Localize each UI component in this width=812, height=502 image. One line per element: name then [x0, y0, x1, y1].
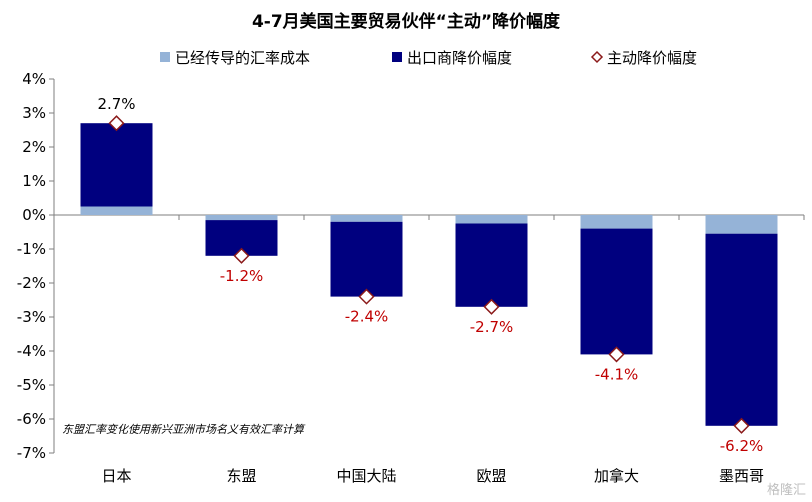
diamond-markers [108, 115, 750, 434]
diamond-marker [358, 288, 375, 305]
category-label: 东盟 [226, 467, 256, 485]
x-axis-categories: 日本 东盟 中国大陆 欧盟 加拿大 墨西哥 [101, 467, 764, 485]
legend-swatch [160, 52, 170, 62]
data-label: -4.1% [595, 365, 639, 383]
category-label: 墨西哥 [719, 467, 764, 485]
y-tick-label: 2% [22, 138, 46, 156]
data-label: 2.7% [97, 95, 135, 113]
data-label: -2.7% [470, 318, 514, 336]
y-tick-label: 3% [22, 104, 46, 122]
y-tick-label: 4% [22, 70, 46, 88]
diamond-marker [483, 298, 500, 315]
diamond-marker [733, 417, 750, 434]
bar-exporter-cut [330, 221, 403, 297]
data-labels: 2.7% -1.2% -2.4% -2.7% -4.1% -6.2% [97, 95, 763, 455]
diamond-marker [608, 346, 625, 363]
data-label: -2.4% [345, 308, 389, 326]
legend-diamond-swatch [590, 50, 604, 64]
y-tick-label: -6% [17, 410, 46, 428]
bar-fx-cost [205, 215, 278, 221]
legend-entry: 主动降价幅度 [607, 49, 697, 67]
y-tick-label: -3% [17, 308, 46, 326]
y-axis: 4% 3% 2% 1% 0% -1% -2% -3% -4% -5% -6% -7% [17, 70, 805, 462]
bar-fx-cost [705, 215, 778, 234]
y-tick-label: 1% [22, 172, 46, 190]
y-tick-label: -7% [17, 444, 46, 462]
bar-fx-cost [330, 215, 403, 222]
bar-exporter-cut [580, 228, 653, 355]
y-tick-label: -2% [17, 274, 46, 292]
chart-title: 4-7月美国主要贸易伙伴“主动”降价幅度 [252, 11, 561, 32]
legend-swatch [392, 52, 402, 62]
data-label: -6.2% [720, 437, 764, 455]
legend: 已经传导的汇率成本 出口商降价幅度 主动降价幅度 [160, 49, 697, 67]
category-label: 日本 [101, 467, 131, 485]
legend-entry: 出口商降价幅度 [407, 49, 512, 67]
y-tick-label: -4% [17, 342, 46, 360]
bar-exporter-cut [455, 223, 528, 307]
chart-annotation: 东盟汇率变化使用新兴亚洲市场名义有效汇率计算 [62, 423, 306, 436]
bar-fx-cost [80, 206, 153, 215]
bar-exporter-cut [80, 123, 153, 207]
y-tick-label: -5% [17, 376, 46, 394]
watermark: 格隆汇 [767, 482, 806, 498]
diamond-marker [233, 247, 250, 264]
data-label: -1.2% [220, 267, 264, 285]
y-tick-label: -1% [17, 240, 46, 258]
bar-fx-cost [455, 215, 528, 224]
y-tick-label: 0% [22, 206, 46, 224]
bar-exporter-cut [705, 233, 778, 426]
category-label: 中国大陆 [336, 467, 396, 485]
bar-fx-cost [580, 215, 653, 229]
diamond-marker [108, 115, 125, 132]
category-label: 加拿大 [594, 467, 639, 485]
bars [80, 123, 778, 426]
category-label: 欧盟 [476, 467, 506, 485]
legend-entry: 已经传导的汇率成本 [175, 49, 310, 67]
